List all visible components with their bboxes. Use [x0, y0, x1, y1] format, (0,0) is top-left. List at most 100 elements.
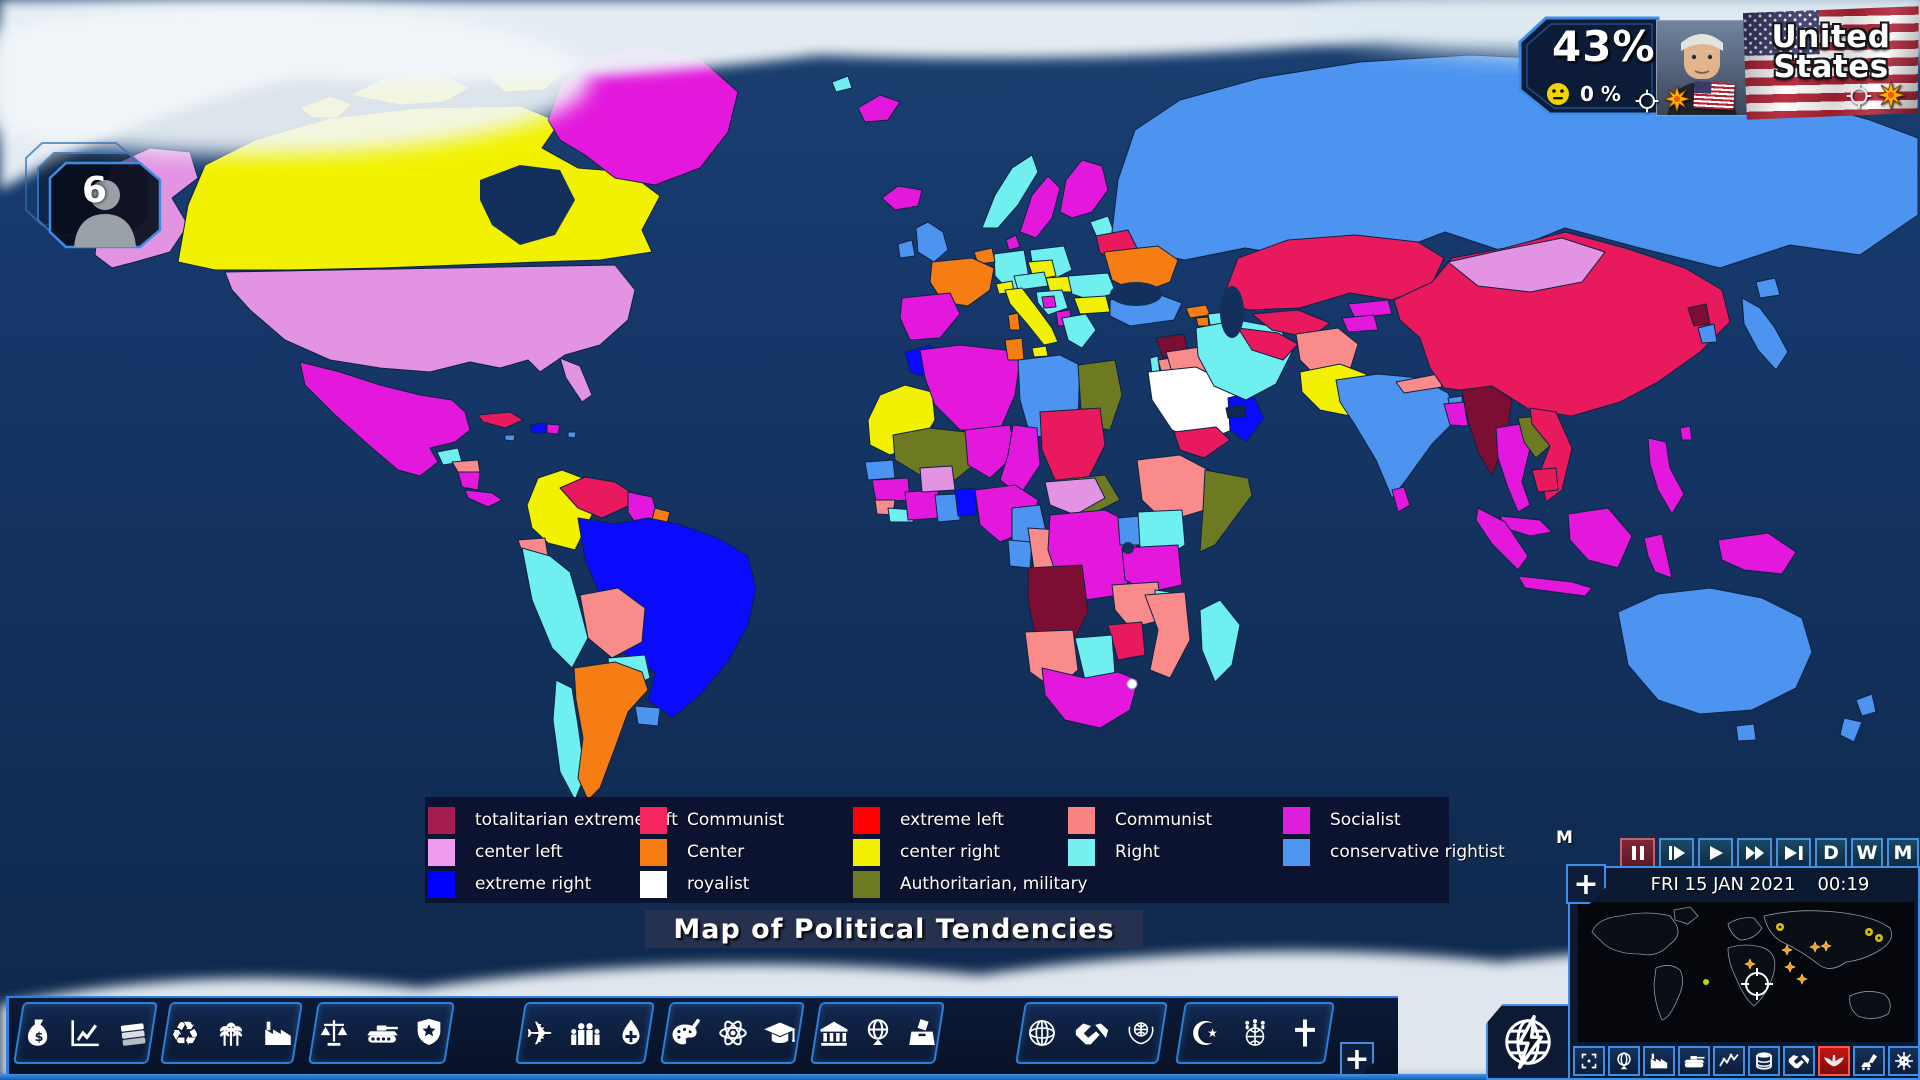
transport-plane-icon[interactable]: ✈ [525, 1013, 554, 1053]
toolbar-group-society[interactable]: ✈ [515, 1002, 655, 1064]
legend-title: Map of Political Tendencies [645, 910, 1143, 948]
person-silhouette-icon [74, 180, 136, 247]
time-controls: D W M [1620, 838, 1919, 868]
agriculture-wheat-icon[interactable] [213, 1013, 249, 1053]
globe-stand-icon[interactable] [1608, 1046, 1640, 1076]
month-speed-button[interactable]: M [1887, 838, 1919, 868]
pause-button[interactable] [1620, 838, 1655, 868]
legend-swatch [428, 838, 455, 866]
crescent-icon[interactable]: ☪ [1190, 1013, 1220, 1053]
army-tank-icon[interactable] [363, 1013, 401, 1053]
strategic-forces-icon[interactable] [1818, 1046, 1850, 1076]
battle-marker [1126, 678, 1138, 690]
research-atom-icon[interactable] [714, 1013, 751, 1053]
toolbar-group-religion[interactable]: ☪ [1175, 1002, 1335, 1064]
legend-panel: totalitarian extreme left center left ex… [425, 797, 1505, 903]
christian-cross-icon[interactable] [1285, 1013, 1325, 1053]
approval-rating: 43% [1552, 22, 1656, 71]
ngo-people-globe-icon[interactable] [1235, 1013, 1275, 1053]
legend-item: Right [1068, 838, 1212, 866]
legend-item: Socialist [1283, 806, 1505, 834]
game-date: FRI 15 JAN 2021 [1650, 874, 1796, 895]
legend-swatch [1068, 838, 1095, 866]
toolbar-group-resources[interactable]: ♻ [160, 1002, 303, 1064]
toolbar-group-institutions[interactable] [810, 1002, 945, 1064]
un-emblem-icon[interactable] [1121, 1013, 1161, 1053]
lightning-globe-icon [1505, 1014, 1551, 1070]
globe-stand-icon[interactable] [861, 1013, 895, 1053]
toolbar-group-state-security[interactable] [308, 1002, 455, 1064]
approval-panel[interactable]: 43% 0 % [1518, 16, 1660, 116]
recycle-icon[interactable]: ♻ [170, 1013, 200, 1053]
legend-item: extreme left [853, 806, 1088, 834]
legend-swatch [428, 870, 455, 898]
army-tank-icon[interactable] [1678, 1046, 1710, 1076]
conflict-burst-icon [1663, 85, 1691, 113]
fast-forward-button[interactable] [1737, 838, 1772, 868]
police-shield-icon[interactable] [410, 1013, 448, 1053]
wire-globe-icon[interactable] [1022, 1013, 1062, 1053]
elections-ballot-icon[interactable] [905, 1013, 939, 1053]
diplomacy-handshake-icon[interactable] [1783, 1046, 1815, 1076]
stats-chart-icon[interactable] [67, 1013, 104, 1053]
legend-item: center left [428, 838, 678, 866]
legend-swatch [640, 806, 667, 834]
legend-swatch [640, 870, 667, 898]
legend-item: conservative rightist [1283, 838, 1505, 866]
notification-count: 6 [82, 170, 108, 211]
legend-item: royalist [640, 870, 784, 898]
notification-badge-stack[interactable]: 6 [24, 140, 174, 255]
us-small-flag [1693, 80, 1735, 111]
skip-end-button[interactable] [1776, 838, 1811, 868]
culture-palette-icon[interactable] [667, 1013, 704, 1053]
money-bag-icon[interactable]: $ [20, 1013, 57, 1053]
economy-stack-icon[interactable] [1748, 1046, 1780, 1076]
legend-item: totalitarian extreme left [428, 806, 678, 834]
toolbar-group-culture-science[interactable] [660, 1002, 805, 1064]
crosshair-icon [1845, 82, 1873, 110]
conflict-markers [1744, 940, 1832, 985]
breaking-events-button[interactable] [1486, 1004, 1570, 1080]
minimap[interactable] [1578, 902, 1914, 1042]
legend-item: Authoritarian, military [853, 870, 1088, 898]
play-button[interactable] [1698, 838, 1733, 868]
conflicts-front-icon[interactable] [1713, 1046, 1745, 1076]
target-icon[interactable] [1573, 1046, 1605, 1076]
industry-factory-icon[interactable] [260, 1013, 296, 1053]
step-button[interactable] [1659, 838, 1694, 868]
legend-swatch [1283, 806, 1310, 834]
industry-factory-icon[interactable] [1643, 1046, 1675, 1076]
minimap-crosshair [1741, 968, 1773, 1000]
legend-item: Communist [1068, 806, 1212, 834]
legend-item: Center [640, 838, 784, 866]
pandemic-virus-icon[interactable] [1888, 1046, 1920, 1076]
approval-change: 0 % [1580, 82, 1621, 106]
bottom-trim [0, 1074, 1920, 1080]
family-icon[interactable] [567, 1013, 603, 1053]
cash-icon[interactable] [114, 1013, 151, 1053]
day-speed-button[interactable]: D [1815, 838, 1847, 868]
legend-swatch [853, 870, 880, 898]
legend-item: Communist [640, 806, 784, 834]
map-label-m: M [1556, 828, 1573, 848]
country-name: United States [1771, 19, 1891, 86]
date-bar: FRI 15 JAN 2021 00:19 [1610, 874, 1910, 895]
legend-swatch [853, 806, 880, 834]
justice-scales-icon[interactable] [315, 1013, 353, 1053]
neutral-smiley-icon [1546, 82, 1570, 106]
diplomacy-handshake-icon[interactable] [1072, 1013, 1112, 1053]
week-speed-button[interactable]: W [1851, 838, 1883, 868]
education-cap-icon[interactable] [761, 1013, 798, 1053]
toolbar-group-foreign-affairs[interactable] [1015, 1002, 1168, 1064]
toolbar-group-economy[interactable]: $ [13, 1002, 158, 1064]
legend-swatch [640, 838, 667, 866]
legend-swatch [853, 838, 880, 866]
construction-icon[interactable] [1853, 1046, 1885, 1076]
radiation-markers [1703, 923, 1883, 985]
health-drop-icon[interactable] [613, 1013, 648, 1053]
parliament-icon[interactable] [817, 1013, 851, 1053]
crosshair-icon [1634, 88, 1660, 114]
legend-swatch [1068, 806, 1095, 834]
map-mode-row [1573, 1046, 1920, 1076]
